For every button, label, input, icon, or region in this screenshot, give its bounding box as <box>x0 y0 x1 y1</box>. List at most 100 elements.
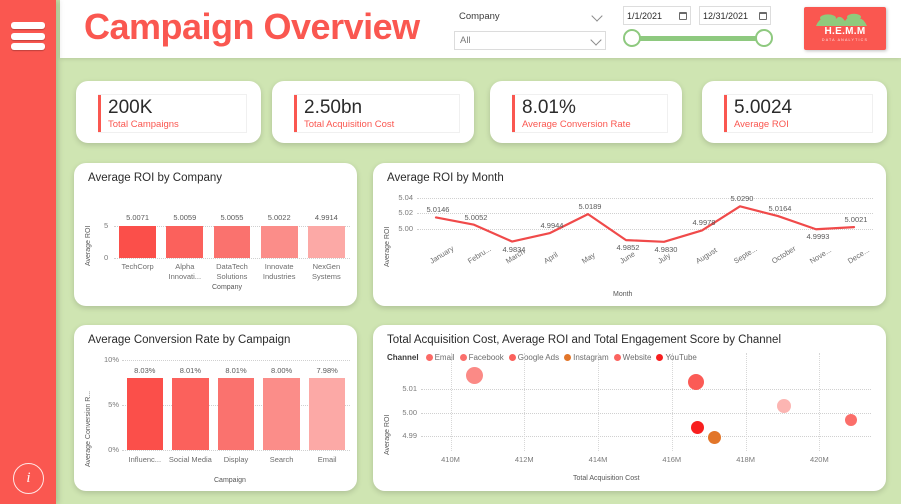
logo-hills-icon <box>816 13 867 26</box>
gridline <box>421 388 871 390</box>
slicer-value-text: All <box>460 35 471 46</box>
brand-logo: H.E.M.M DATA ANALYTICS <box>804 7 886 50</box>
kpi-card-average-conversion-rate[interactable]: 8.01% Average Conversion Rate <box>490 81 682 143</box>
bar <box>213 226 251 258</box>
y-tick: 4.99 <box>402 431 417 441</box>
company-slicer[interactable]: Company All <box>454 7 606 50</box>
bar <box>308 378 346 450</box>
scatter-point <box>777 399 792 414</box>
kpi-accent-bar <box>294 95 297 132</box>
point-value-label: 4.9978 <box>692 218 716 228</box>
bar-value-label: 8.03% <box>134 365 156 375</box>
chevron-down-icon <box>590 33 602 46</box>
gridline <box>114 258 350 259</box>
kpi-inner: 2.50bn Total Acquisition Cost <box>294 94 460 133</box>
legend-color-dot <box>564 354 572 361</box>
point-value-label: 4.9852 <box>616 243 640 253</box>
gridline <box>745 353 747 451</box>
date-slider-track[interactable] <box>631 36 765 41</box>
kpi-card-average-roi[interactable]: 5.0024 Average ROI <box>702 81 887 143</box>
bar-value-label: 8.01% <box>179 365 202 375</box>
chart-average-roi-by-month[interactable]: Average ROI by Month Average ROI Month 5… <box>373 163 886 306</box>
date-to-value: 12/31/2021 <box>703 10 749 21</box>
kpi-accent-bar <box>724 95 727 132</box>
bar-value-label: 5.0022 <box>267 213 291 222</box>
logo-subtitle: DATA ANALYTICS <box>821 38 869 42</box>
gridline <box>122 360 350 361</box>
point-value-label: 5.0021 <box>844 215 868 225</box>
date-from-value: 1/1/2021 <box>627 10 663 21</box>
slicer-label[interactable]: Company <box>454 7 606 26</box>
date-slider-handle-right[interactable] <box>755 29 773 47</box>
x-tick-label: DataTech Solutions <box>216 262 248 281</box>
calendar-icon[interactable] <box>679 11 687 20</box>
legend-items: Email Facebook Google Ads Instagram Website Y… <box>425 353 697 362</box>
kpi-label: Total Campaigns <box>108 119 179 130</box>
kpi-card-total-acquisition-cost[interactable]: 2.50bn Total Acquisition Cost <box>272 81 474 143</box>
x-tick-label: Influenc... <box>128 455 162 464</box>
kpi-inner: 8.01% Average Conversion Rate <box>512 94 668 133</box>
legend-label: Google Ads <box>517 353 560 362</box>
sidebar: i <box>0 0 56 504</box>
kpi-accent-bar <box>98 95 101 132</box>
legend-item[interactable]: Email <box>425 353 455 362</box>
kpi-value: 2.50bn <box>304 97 363 118</box>
gridline <box>819 353 821 451</box>
bar <box>263 378 300 450</box>
chart-plot-area: 5.01 5.00 4.99 410M 412M 414M 416M 418M 420M <box>373 325 886 491</box>
x-axis-title: Company <box>212 284 242 291</box>
bar-value-label: 8.01% <box>225 365 247 375</box>
kpi-value: 8.01% <box>522 97 576 118</box>
bar <box>307 226 345 258</box>
gridline <box>417 197 873 199</box>
point-value-label: 5.0146 <box>426 205 450 215</box>
chart-cost-roi-engagement-by-channel[interactable]: Total Acquisition Cost, Average ROI and … <box>373 325 886 491</box>
x-tick: 412M <box>514 455 534 464</box>
bar-value-label: 8.00% <box>270 366 293 375</box>
chart-title: Average ROI by Company <box>88 172 223 184</box>
point-value-label: 5.0290 <box>730 194 754 204</box>
info-icon[interactable]: i <box>13 463 44 494</box>
x-tick-label: Email <box>317 455 337 464</box>
chart-average-roi-by-company[interactable]: Average ROI by Company Average ROI 5 0 5.0… <box>74 163 357 306</box>
legend-color-dot <box>508 354 516 361</box>
kpi-label: Average Conversion Rate <box>522 119 631 130</box>
chart-legend: Channel Email Facebook Google Ads Instagram… <box>387 353 697 362</box>
hamburger-icon[interactable] <box>11 22 45 50</box>
gridline <box>450 353 452 451</box>
gridline <box>421 412 871 414</box>
y-tick: 5.04 <box>398 192 413 202</box>
y-tick: 5.01 <box>402 383 417 393</box>
x-tick-label: Display <box>223 455 249 464</box>
date-range-slicer[interactable]: 1/1/2021 12/31/2021 <box>623 6 773 50</box>
chevron-down-icon <box>591 9 603 22</box>
date-slider-handle-left[interactable] <box>623 29 641 47</box>
chart-title: Total Acquisition Cost, Average ROI and … <box>387 334 782 346</box>
page-title: Campaign Overview <box>84 6 420 47</box>
legend-item[interactable]: Website <box>613 353 651 362</box>
slicer-value[interactable]: All <box>454 31 606 50</box>
bar <box>119 226 156 258</box>
chart-average-conversion-rate-by-campaign[interactable]: Average Conversion Rate by Campaign Aver… <box>74 325 357 491</box>
legend-item[interactable]: Instagram <box>564 353 609 362</box>
legend-item[interactable]: Google Ads <box>508 353 560 362</box>
kpi-card-total-campaigns[interactable]: 200K Total Campaigns <box>76 81 261 143</box>
legend-item[interactable]: Facebook <box>459 353 504 362</box>
x-axis-title: Month <box>613 291 633 298</box>
point-value-label: 5.0164 <box>768 204 792 214</box>
bar <box>126 377 164 450</box>
date-to-input[interactable]: 12/31/2021 <box>699 6 771 25</box>
line-series <box>434 205 856 243</box>
legend-item[interactable]: YouTube <box>656 353 697 362</box>
bar-value-label: 4.9914 <box>314 213 338 222</box>
logo-text: H.E.M.M <box>824 26 866 37</box>
date-from-input[interactable]: 1/1/2021 <box>623 6 691 25</box>
bar <box>260 226 298 258</box>
chart-plot-area: 5 0 5.0071 TechCorp 5.0059 Alpha Innovati... 5… <box>74 163 357 306</box>
bar <box>217 377 255 450</box>
gridline <box>598 353 600 451</box>
bar <box>172 377 209 450</box>
point-value-label: 5.0052 <box>464 212 488 222</box>
calendar-icon[interactable] <box>759 11 767 20</box>
bar-value-label: 5.0071 <box>126 213 150 222</box>
